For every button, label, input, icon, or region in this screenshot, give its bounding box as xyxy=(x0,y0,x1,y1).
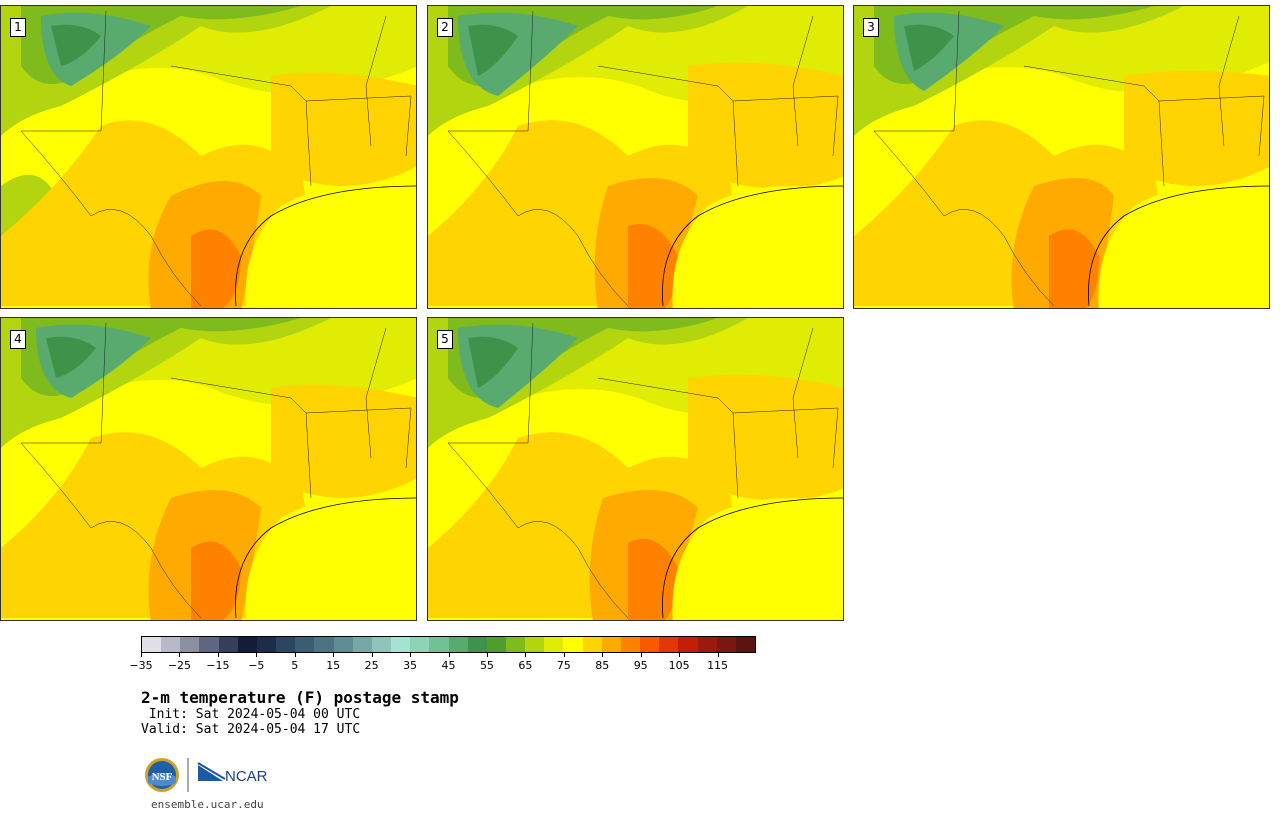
colorbar-segment xyxy=(620,637,641,652)
colorbar-segment xyxy=(429,637,449,652)
colorbar-tick xyxy=(602,653,604,657)
colorbar-segment xyxy=(256,637,277,652)
colorbar-segment xyxy=(391,637,411,652)
colorbar-tick xyxy=(640,653,642,657)
panel-number-label: 2 xyxy=(437,18,453,37)
colorbar-tick-label: 35 xyxy=(403,659,418,672)
colorbar-segment xyxy=(735,637,755,652)
colorbar-tick-label: 65 xyxy=(518,659,533,672)
colorbar-segment xyxy=(371,637,392,652)
colorbar-tick xyxy=(525,653,527,657)
colorbar-segment xyxy=(467,637,487,652)
panel-number-label: 4 xyxy=(10,330,26,349)
colorbar-tick-label: 75 xyxy=(556,659,571,672)
colorbar-segment xyxy=(486,637,506,652)
colorbar-tick xyxy=(448,653,450,657)
temperature-map-3 xyxy=(854,6,1269,308)
colorbar-segment xyxy=(218,637,238,652)
colorbar-tick-label: 95 xyxy=(633,659,648,672)
colorbar-segment xyxy=(716,637,736,652)
temperature-map-5 xyxy=(428,318,843,620)
colorbar-segment xyxy=(697,637,717,652)
colorbar-segment xyxy=(448,637,468,652)
colorbar-tick-label: 115 xyxy=(707,659,729,672)
colorbar-segment xyxy=(410,637,430,652)
panel-number-label: 1 xyxy=(10,18,26,37)
colorbar-tick-label: 105 xyxy=(668,659,690,672)
ensemble-member-panel-5: 5 xyxy=(427,317,844,621)
colorbar-tick-label: 85 xyxy=(595,659,610,672)
colorbar-tick xyxy=(486,653,488,657)
colorbar-segment xyxy=(563,637,583,652)
temperature-map-1 xyxy=(1,6,416,308)
colorbar-tick xyxy=(179,653,181,657)
colorbar-tick-label: −35 xyxy=(129,659,153,672)
colorbar-segment xyxy=(659,637,679,652)
temperature-colorbar xyxy=(141,636,756,653)
colorbar-tick xyxy=(294,653,296,657)
valid-time: Valid: Sat 2024-05-04 17 UTC xyxy=(141,722,361,737)
colorbar-tick xyxy=(217,653,219,657)
colorbar-segment xyxy=(582,637,602,652)
colorbar-segment xyxy=(314,637,334,652)
site-url: ensemble.ucar.edu xyxy=(151,798,264,811)
temperature-map-4 xyxy=(1,318,416,620)
svg-text:NCAR: NCAR xyxy=(225,768,268,785)
colorbar-tick xyxy=(371,653,373,657)
colorbar-segment xyxy=(333,637,353,652)
colorbar-segment xyxy=(525,637,545,652)
colorbar-tick-label: −5 xyxy=(248,659,265,672)
panel-number-label: 5 xyxy=(437,330,453,349)
ensemble-member-panel-2: 2 xyxy=(427,5,844,309)
colorbar-segment xyxy=(161,637,181,652)
colorbar-segment xyxy=(352,637,372,652)
colorbar-tick xyxy=(717,653,719,657)
ncar-logo: NCAR xyxy=(197,762,268,785)
colorbar-segment xyxy=(142,637,162,652)
temperature-map-2 xyxy=(428,6,843,308)
nsf-logo: NSF xyxy=(145,758,179,792)
colorbar-tick-label: 45 xyxy=(441,659,456,672)
chart-title: 2-m temperature (F) postage stamp xyxy=(141,688,459,707)
colorbar-segment xyxy=(199,637,219,652)
colorbar-segment xyxy=(276,637,296,652)
init-time: Init: Sat 2024-05-04 00 UTC xyxy=(141,707,361,722)
ensemble-member-panel-4: 4 xyxy=(0,317,417,621)
svg-text:NSF: NSF xyxy=(152,771,173,783)
ensemble-member-panel-1: 1 xyxy=(0,5,417,309)
logos: NSF NCAR xyxy=(145,758,268,792)
colorbar-tick xyxy=(256,653,258,657)
colorbar-segment xyxy=(640,637,660,652)
colorbar-tick xyxy=(410,653,412,657)
colorbar-segment xyxy=(601,637,621,652)
colorbar-tick-label: 15 xyxy=(326,659,341,672)
colorbar-tick-label: 25 xyxy=(364,659,379,672)
colorbar-segment xyxy=(237,637,257,652)
colorbar-segment xyxy=(180,637,200,652)
colorbar-tick xyxy=(679,653,681,657)
colorbar-tick-label: −25 xyxy=(167,659,192,672)
colorbar-ticks: −35 −25 −15 −5 5 15 25 35 45 55 65 75 85 95 105 115 xyxy=(129,653,756,675)
colorbar-tick xyxy=(563,653,565,657)
ensemble-member-panel-3: 3 xyxy=(853,5,1270,309)
colorbar-tick-label: 55 xyxy=(479,659,494,672)
colorbar-tick-label: 5 xyxy=(291,659,299,672)
colorbar-tick xyxy=(333,653,335,657)
colorbar-segment xyxy=(678,637,698,652)
colorbar-segment xyxy=(544,637,564,652)
colorbar-segment xyxy=(295,637,315,652)
colorbar-tick xyxy=(141,653,142,657)
colorbar-tick-label: −15 xyxy=(206,659,230,672)
panel-number-label: 3 xyxy=(863,18,879,37)
colorbar-segment xyxy=(505,637,526,652)
